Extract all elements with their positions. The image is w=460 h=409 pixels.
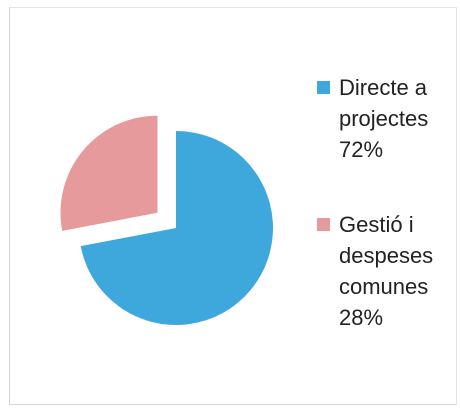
legend-label-line: 72%: [339, 137, 384, 162]
legend: Directe a projectes 72% Gestió i despese…: [317, 72, 453, 333]
legend-label-line: 28%: [339, 305, 384, 330]
legend-swatch-gestio-despeses: [317, 218, 330, 231]
legend-label-line: Gestió i: [339, 212, 414, 237]
pie-slice-0: [80, 131, 274, 325]
pie-slice-1: [60, 115, 158, 231]
legend-item-gestio-despeses: Gestió i despeses comunes 28%: [317, 209, 453, 333]
legend-swatch-directe-projectes: [317, 81, 330, 94]
legend-label-line: despeses: [339, 243, 434, 268]
legend-label-line: Directe a: [339, 75, 428, 100]
legend-item-directe-projectes: Directe a projectes 72%: [317, 72, 453, 165]
legend-label-line: comunes: [339, 274, 429, 299]
legend-label-line: projectes: [339, 106, 429, 131]
